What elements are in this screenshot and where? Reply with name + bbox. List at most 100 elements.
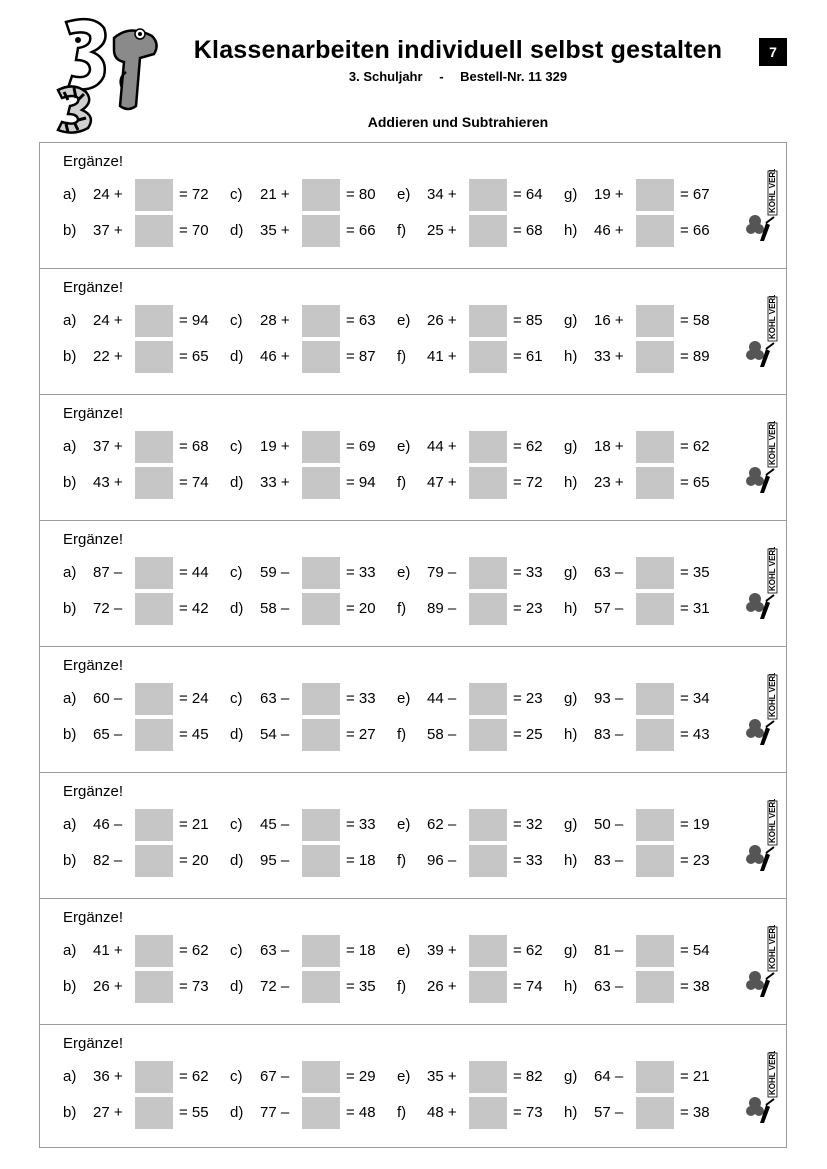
problem-left-operand: 37 +	[93, 438, 123, 455]
problem-left-operand: 33 +	[594, 348, 624, 365]
answer-box[interactable]	[302, 593, 340, 625]
answer-box[interactable]	[302, 683, 340, 715]
problem-result: = 61	[513, 348, 543, 365]
problem-left-operand: 79 –	[427, 564, 457, 581]
answer-box[interactable]	[135, 809, 173, 841]
problem-label: f)	[397, 222, 407, 239]
answer-box[interactable]	[469, 845, 507, 877]
answer-box[interactable]	[469, 305, 507, 337]
answer-box[interactable]	[636, 593, 674, 625]
answer-box[interactable]	[469, 593, 507, 625]
answer-box[interactable]	[135, 341, 173, 373]
problem-label: b)	[63, 1104, 77, 1121]
answer-box[interactable]	[302, 719, 340, 751]
math-problem: h) 23 + = 65	[564, 467, 734, 499]
answer-box[interactable]	[135, 593, 173, 625]
problem-left-operand: 63 –	[594, 978, 624, 995]
answer-box[interactable]	[135, 215, 173, 247]
problem-left-operand: 46 +	[594, 222, 624, 239]
answer-box[interactable]	[469, 431, 507, 463]
problem-row: b) 26 + = 73 d) 72 – = 35 f) 26 + = 74 h) 63 – = 38	[40, 971, 760, 1003]
answer-box[interactable]	[302, 305, 340, 337]
answer-box[interactable]	[636, 935, 674, 967]
answer-box[interactable]	[302, 467, 340, 499]
problem-label: a)	[63, 942, 77, 959]
problem-result: = 18	[346, 852, 376, 869]
problem-row: a) 37 + = 68 c) 19 + = 69 e) 44 + = 62 g) 18 + = 62	[40, 431, 760, 463]
answer-box[interactable]	[135, 719, 173, 751]
answer-box[interactable]	[636, 809, 674, 841]
answer-box[interactable]	[302, 1061, 340, 1093]
answer-box[interactable]	[135, 557, 173, 589]
problem-label: h)	[564, 852, 578, 869]
order-number: Bestell-Nr. 11 329	[460, 69, 568, 84]
problem-label: c)	[230, 186, 243, 203]
answer-box[interactable]	[636, 305, 674, 337]
answer-box[interactable]	[302, 557, 340, 589]
answer-box[interactable]	[135, 467, 173, 499]
answer-box[interactable]	[135, 1097, 173, 1129]
answer-box[interactable]	[636, 557, 674, 589]
answer-box[interactable]	[302, 341, 340, 373]
exercise-instruction: Ergänze!	[63, 531, 124, 548]
problem-label: g)	[564, 816, 578, 833]
problem-row: b) 22 + = 65 d) 46 + = 87 f) 41 + = 61 h) 33 + = 89	[40, 341, 760, 373]
answer-box[interactable]	[636, 215, 674, 247]
answer-box[interactable]	[302, 1097, 340, 1129]
answer-box[interactable]	[135, 935, 173, 967]
answer-box[interactable]	[469, 935, 507, 967]
answer-box[interactable]	[636, 431, 674, 463]
answer-box[interactable]	[636, 179, 674, 211]
math-problem: e) 44 + = 62	[397, 431, 567, 463]
answer-box[interactable]	[636, 467, 674, 499]
answer-box[interactable]	[636, 1097, 674, 1129]
answer-box[interactable]	[636, 683, 674, 715]
answer-box[interactable]	[469, 467, 507, 499]
problem-left-operand: 26 +	[427, 312, 457, 329]
answer-box[interactable]	[636, 719, 674, 751]
problem-result: = 23	[513, 690, 543, 707]
answer-box[interactable]	[302, 215, 340, 247]
problem-label: c)	[230, 816, 243, 833]
answer-box[interactable]	[636, 845, 674, 877]
problem-left-operand: 18 +	[594, 438, 624, 455]
answer-box[interactable]	[135, 971, 173, 1003]
answer-box[interactable]	[636, 971, 674, 1003]
answer-box[interactable]	[469, 1061, 507, 1093]
problem-label: a)	[63, 438, 77, 455]
answer-box[interactable]	[469, 215, 507, 247]
problem-result: = 20	[346, 600, 376, 617]
math-problem: b) 22 + = 65	[63, 341, 233, 373]
problem-result: = 72	[513, 474, 543, 491]
answer-box[interactable]	[469, 1097, 507, 1129]
answer-box[interactable]	[302, 935, 340, 967]
problem-result: = 33	[513, 564, 543, 581]
answer-box[interactable]	[469, 341, 507, 373]
answer-box[interactable]	[469, 809, 507, 841]
answer-box[interactable]	[302, 845, 340, 877]
problem-left-operand: 60 –	[93, 690, 123, 707]
problem-label: b)	[63, 852, 77, 869]
answer-box[interactable]	[636, 341, 674, 373]
answer-box[interactable]	[469, 683, 507, 715]
answer-box[interactable]	[302, 179, 340, 211]
answer-box[interactable]	[302, 431, 340, 463]
answer-box[interactable]	[469, 971, 507, 1003]
problem-result: = 33	[346, 564, 376, 581]
answer-box[interactable]	[135, 179, 173, 211]
answer-box[interactable]	[302, 971, 340, 1003]
answer-box[interactable]	[135, 431, 173, 463]
answer-box[interactable]	[469, 719, 507, 751]
math-problem: b) 82 – = 20	[63, 845, 233, 877]
problem-left-operand: 44 –	[427, 690, 457, 707]
answer-box[interactable]	[469, 557, 507, 589]
answer-box[interactable]	[135, 683, 173, 715]
answer-box[interactable]	[302, 809, 340, 841]
problem-result: = 70	[179, 222, 209, 239]
answer-box[interactable]	[135, 845, 173, 877]
answer-box[interactable]	[135, 1061, 173, 1093]
answer-box[interactable]	[469, 179, 507, 211]
math-problem: d) 58 – = 20	[230, 593, 400, 625]
answer-box[interactable]	[135, 305, 173, 337]
answer-box[interactable]	[636, 1061, 674, 1093]
